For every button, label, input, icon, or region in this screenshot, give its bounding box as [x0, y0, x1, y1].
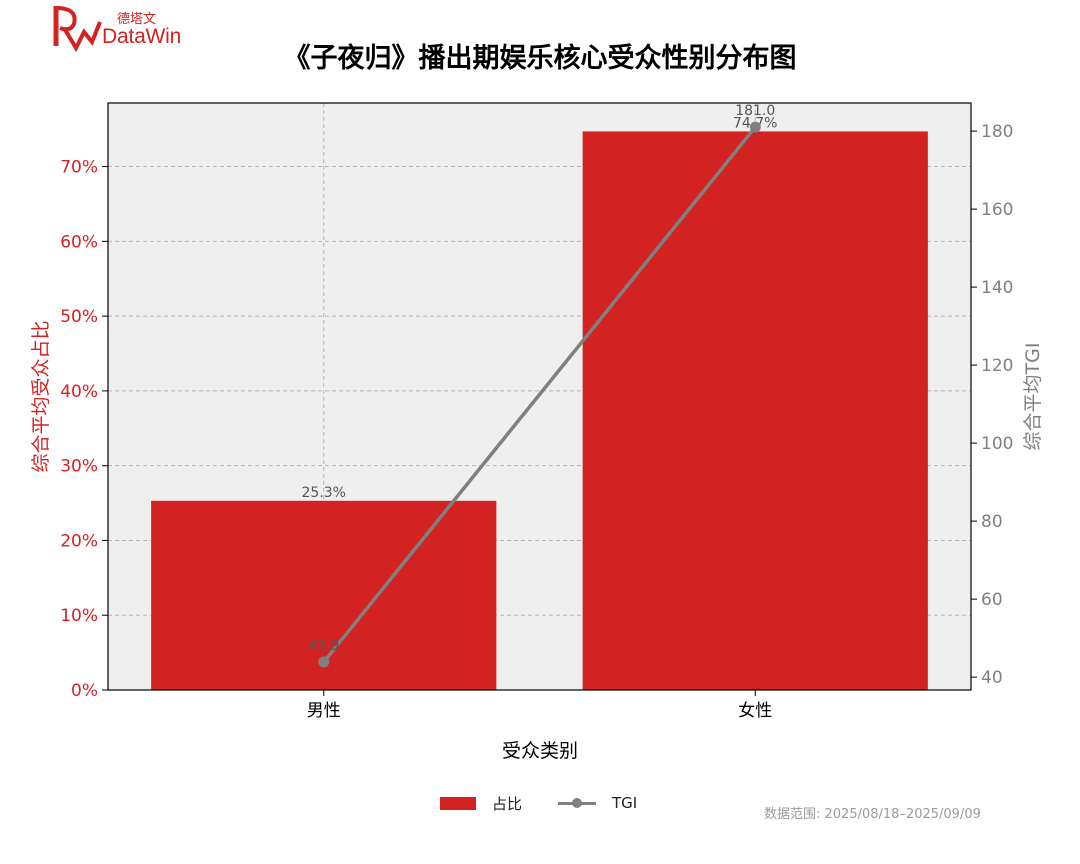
tgi-value-label: 181.0 [735, 103, 775, 119]
data-range-footnote: 数据范围: 2025/08/18–2025/09/09 [764, 807, 981, 822]
right-axis-tick-label: 160 [981, 200, 1013, 220]
tgi-line [322, 126, 757, 664]
left-axis-title: 综合平均受众占比 [30, 320, 52, 472]
bar-女性 [582, 131, 928, 690]
logo-text-cn: 德塔文 [117, 12, 157, 27]
x-axis-title: 受众类别 [502, 740, 578, 762]
left-axis-tick-label: 40% [60, 382, 98, 402]
left-axis-tick-label: 20% [60, 531, 98, 551]
legend-line-swatch [558, 796, 597, 810]
left-axis-tick-label: 10% [60, 606, 98, 626]
datawin-logo [52, 2, 192, 53]
tgi-value-label: 43.9 [308, 638, 339, 654]
legend-bar-label: 占比 [492, 794, 523, 813]
x-axis-tick-label: 女性 [738, 701, 772, 721]
right-axis-title: 综合平均TGI [1022, 343, 1044, 451]
bar-value-label: 25.3% [302, 485, 346, 501]
left-axis-tick-label: 30% [60, 457, 98, 477]
legend-bar-swatch [440, 796, 476, 810]
right-axis-tick-label: 140 [981, 278, 1013, 298]
left-axis-tick-label: 60% [60, 232, 98, 252]
right-axis-tick-label: 100 [981, 434, 1013, 454]
right-axis-tick-label: 60 [981, 590, 1003, 610]
tgi-point-男性 [318, 656, 330, 668]
right-axis-tick-label: 120 [981, 356, 1013, 376]
legend-line-label: TGI [612, 794, 638, 812]
x-axis-tick-label: 男性 [307, 701, 341, 721]
left-axis-tick-label: 70% [60, 158, 98, 178]
tgi-point-女性 [749, 121, 761, 133]
chart-legend: 占比 TGI [440, 792, 673, 814]
datawin-logo-mark-icon [53, 6, 102, 53]
left-axis-tick-label: 0% [71, 681, 98, 701]
right-axis-tick-label: 40 [981, 668, 1003, 688]
left-axis-tick-label: 50% [60, 307, 98, 327]
right-axis-tick-label: 80 [981, 512, 1003, 532]
logo-text-en: DataWin [102, 25, 182, 48]
right-axis-tick-label: 180 [981, 122, 1013, 142]
plot-frame [107, 102, 972, 691]
chart-title: 《子夜归》播出期娱乐核心受众性别分布图 [283, 43, 797, 74]
